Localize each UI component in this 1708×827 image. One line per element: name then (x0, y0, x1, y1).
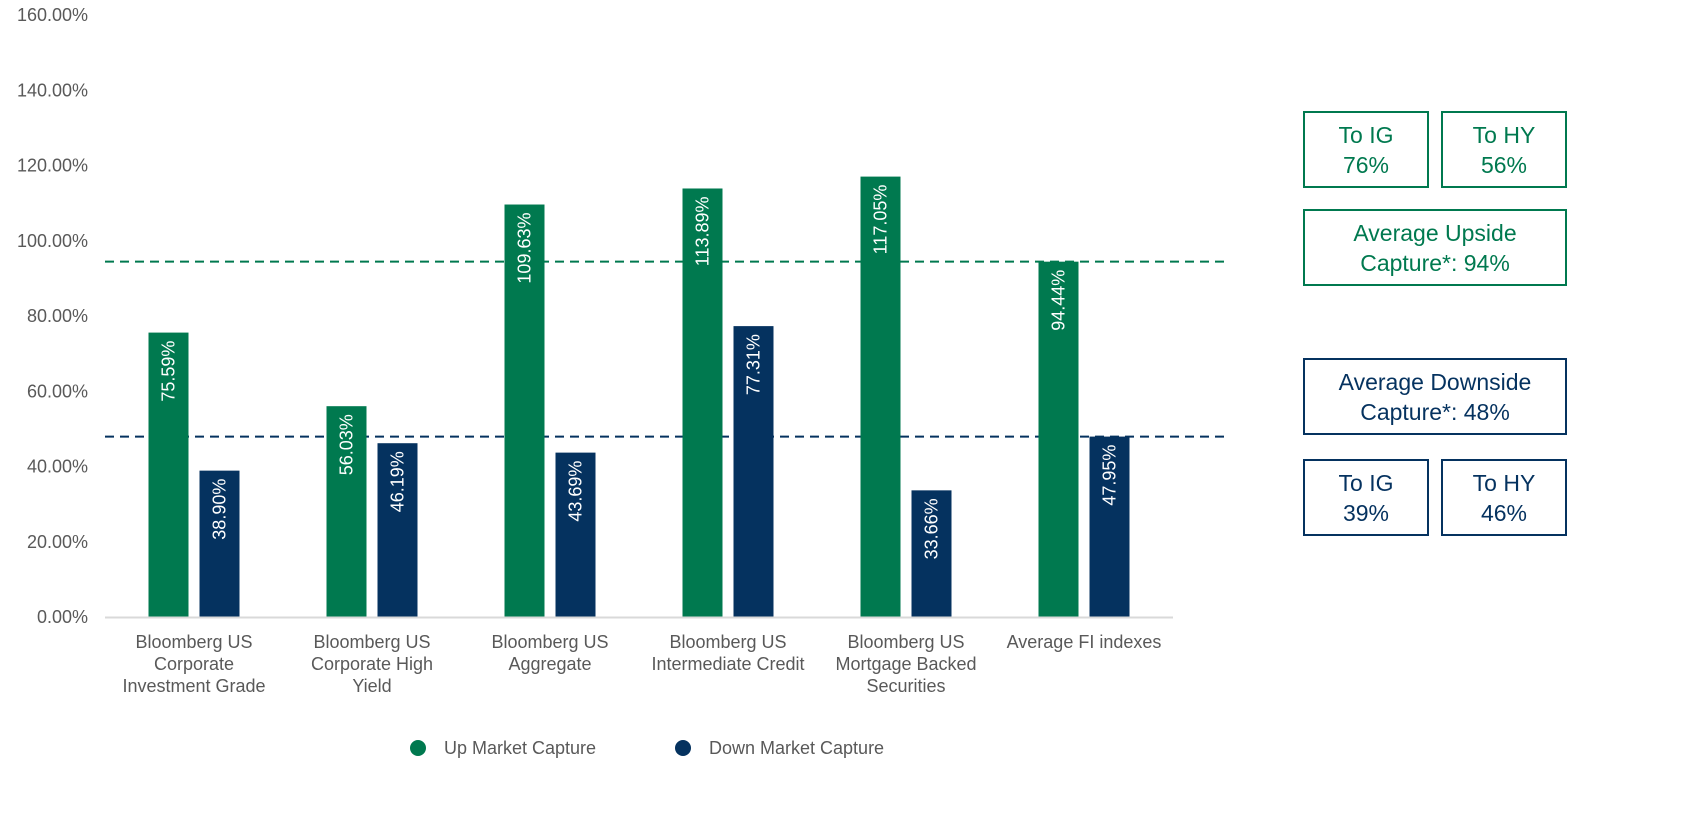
up-capture-bar (860, 176, 901, 618)
callout-downside-to-ig: To IG 39% (1303, 459, 1429, 536)
up-capture-bar (504, 204, 545, 617)
down-capture-data-label: 33.66% (922, 498, 942, 559)
up-capture-bar (682, 188, 723, 617)
y-tick-label: 100.00% (17, 231, 88, 251)
callout-downside-to-hy-value: 46% (1480, 499, 1528, 526)
down-capture-bar (377, 443, 418, 617)
y-tick-label: 60.00% (27, 381, 88, 401)
callout-downside-to-hy-title: To HY (1472, 469, 1536, 496)
up-capture-data-label: 75.59% (159, 341, 179, 402)
legend-marker-down (675, 740, 691, 756)
down-capture-bar (733, 326, 774, 617)
up-capture-data-label: 117.05% (871, 185, 891, 255)
callout-upside-to-ig-value: 76% (1342, 151, 1390, 178)
up-capture-data-label: 94.44% (1049, 270, 1069, 331)
up-capture-bar (1038, 261, 1079, 617)
y-tick-label: 0.00% (37, 607, 88, 627)
down-capture-data-label: 77.31% (744, 334, 764, 395)
category-label: Bloomberg US Mortgage Backed Securities (835, 632, 976, 696)
callout-average-downside-line2: Capture*: 48% (1360, 398, 1510, 425)
legend: Up Market Capture Down Market Capture (410, 738, 884, 758)
legend-label-up: Up Market Capture (444, 738, 596, 758)
legend-marker-up (410, 740, 426, 756)
category-label: Bloomberg US Corporate High Yield (311, 632, 433, 696)
category-label: Bloomberg US Aggregate (491, 632, 608, 674)
up-capture-data-label: 109.63% (515, 213, 535, 284)
up-capture-data-label: 113.89% (693, 196, 713, 266)
callout-upside-to-ig: To IG 76% (1303, 111, 1429, 188)
y-tick-label: 20.00% (27, 532, 88, 552)
down-capture-data-label: 47.95% (1100, 445, 1120, 506)
callout-average-upside: Average Upside Capture*: 94% (1303, 209, 1567, 286)
callout-upside-to-ig-title: To IG (1338, 121, 1394, 148)
down-capture-bar (911, 490, 952, 617)
callout-average-downside-line1: Average Downside (1338, 368, 1532, 395)
y-tick-label: 160.00% (17, 5, 88, 25)
y-tick-label: 40.00% (27, 457, 88, 477)
callout-downside-to-ig-value: 39% (1342, 499, 1390, 526)
y-tick-label: 120.00% (17, 156, 88, 176)
y-tick-label: 80.00% (27, 306, 88, 326)
y-tick-label: 140.00% (17, 80, 88, 100)
down-capture-bar (1089, 436, 1130, 617)
legend-label-down: Down Market Capture (709, 738, 884, 758)
callout-upside-to-hy-title: To HY (1472, 121, 1536, 148)
down-capture-data-label: 38.90% (210, 479, 230, 540)
callout-average-upside-line2: Capture*: 94% (1360, 249, 1510, 276)
callout-downside-to-hy: To HY 46% (1441, 459, 1567, 536)
category-labels: Bloomberg US Corporate Investment Grade Blo… (122, 632, 1161, 696)
up-capture-data-label: 56.03% (337, 414, 357, 475)
bars: 75.59% 38.90% 56.03% 46.19% 109.63% 43.69% 113… (148, 176, 1130, 618)
callout-upside-to-hy: To HY 56% (1441, 111, 1567, 188)
up-capture-bar (326, 406, 367, 617)
callout-average-upside-line1: Average Upside (1353, 219, 1517, 246)
callout-downside-to-ig-title: To IG (1338, 469, 1394, 496)
callout-average-downside: Average Downside Capture*: 48% (1303, 358, 1567, 435)
category-label: Average FI indexes (1007, 632, 1162, 652)
category-label: Bloomberg US Intermediate Credit (651, 632, 804, 674)
down-capture-bar (555, 452, 596, 617)
category-label: Bloomberg US Corporate Investment Grade (122, 632, 265, 696)
down-capture-data-label: 43.69% (566, 461, 586, 522)
down-capture-bar (199, 470, 240, 617)
up-capture-bar (148, 332, 189, 617)
down-capture-data-label: 46.19% (388, 451, 408, 512)
callout-upside-to-hy-value: 56% (1480, 151, 1528, 178)
y-axis: 0.00% 20.00% 40.00% 60.00% 80.00% 100.00% 120.… (17, 5, 88, 627)
